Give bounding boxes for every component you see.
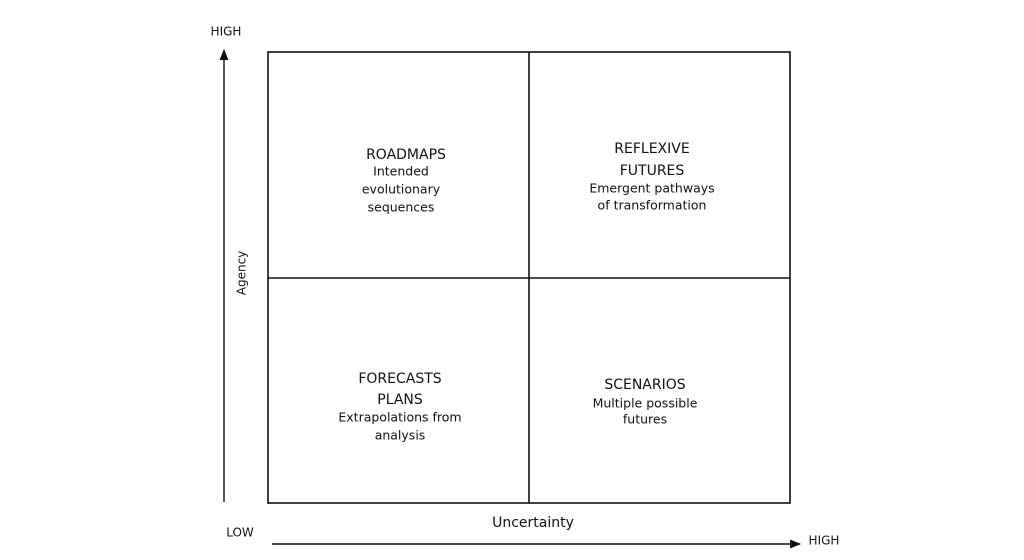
x-low-label: LOW [226,526,254,540]
quadrant-description: sequences [368,200,435,215]
x-axis-label: Uncertainty [492,515,574,531]
quadrant-title: FORECASTS [358,371,441,387]
quadrant-title: REFLEXIVE [614,141,689,157]
quadrant-description: futures [623,412,667,427]
x-high-label: HIGH [809,534,840,548]
y-axis-label: Agency [235,251,249,296]
quadrant-title: PLANS [377,392,423,408]
quadrant-description: Intended [373,164,429,179]
y-high-label: HIGH [211,25,242,39]
quadrant-title: FUTURES [620,163,685,179]
quadrant-description: Extrapolations from [338,410,461,425]
quadrant-description: evolutionary [362,182,441,197]
quadrant-description: of transformation [598,198,707,213]
quadrant-description: analysis [375,428,426,443]
quadrant-title: SCENARIOS [604,377,685,393]
quadrant-description: Multiple possible [593,396,698,411]
quadrant-description: Emergent pathways [589,181,714,196]
quadrant-title: ROADMAPS [366,147,446,163]
